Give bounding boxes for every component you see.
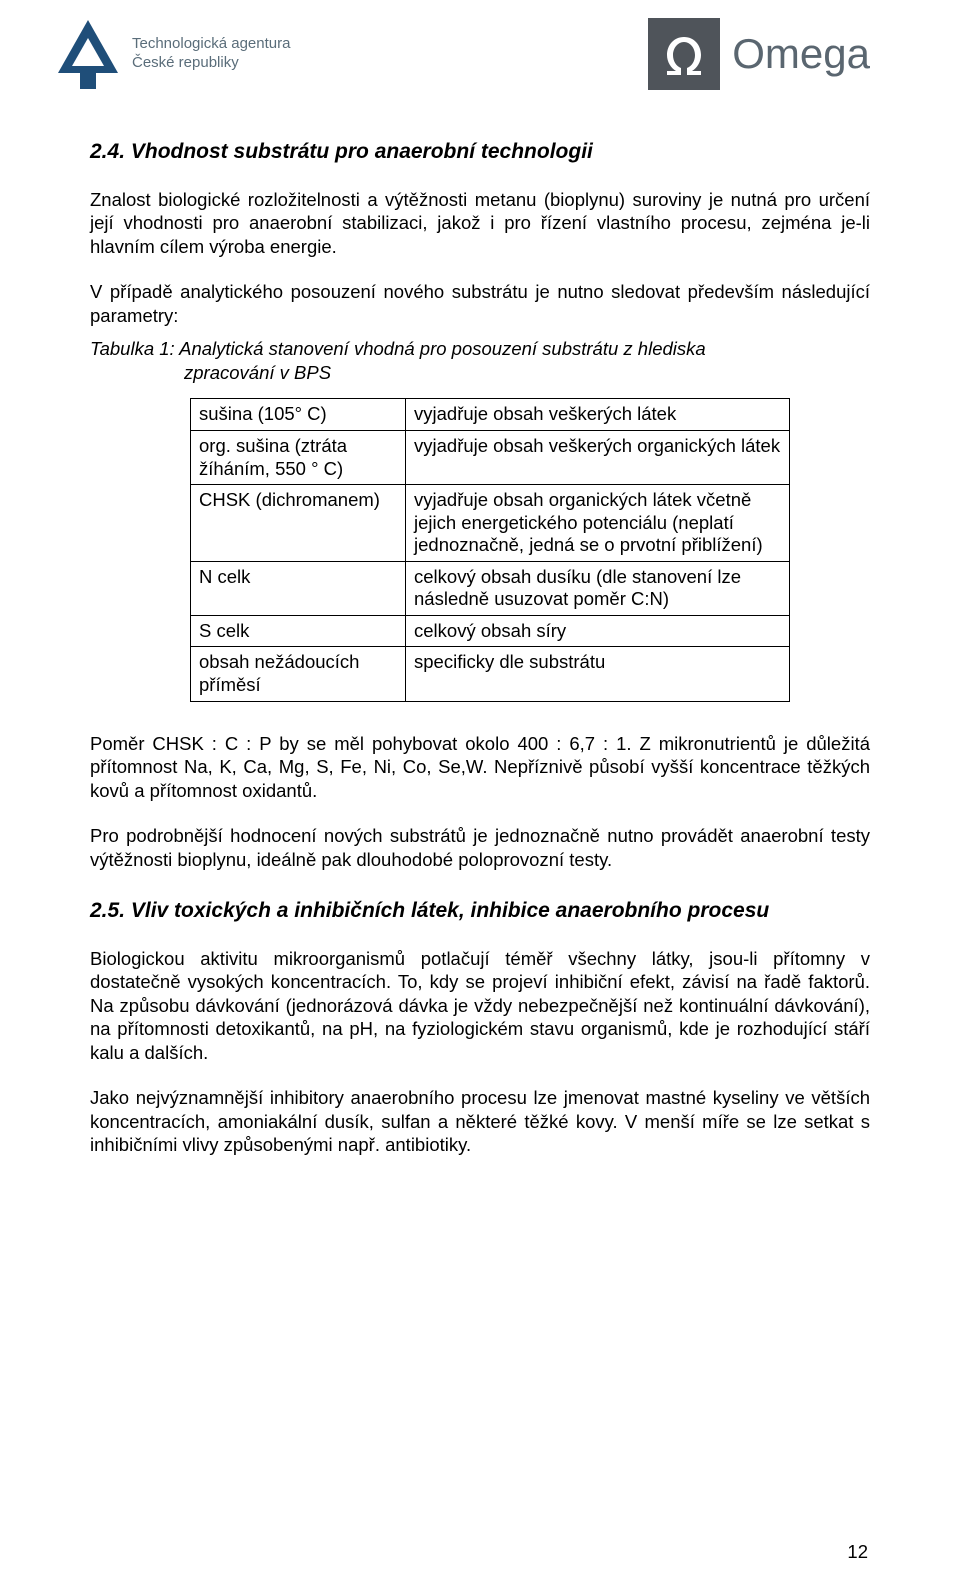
page-number: 12 [847,1541,868,1563]
agency-name-line2: České republiky [132,54,290,73]
table-row: N celk celkový obsah dusíku (dle stanove… [191,561,790,615]
parameters-table: sušina (105° C) vyjadřuje obsah veškerýc… [190,398,790,701]
desc-cell: vyjadřuje obsah organických látek včetně… [406,485,790,562]
param-cell: obsah nežádoucích příměsí [191,647,406,701]
param-cell: org. sušina (ztráta žíháním, 550 ° C) [191,430,406,484]
table-row: org. sušina (ztráta žíháním, 550 ° C) vy… [191,430,790,484]
desc-cell: celkový obsah síry [406,615,790,647]
page-header: Technologická agentura České republiky O… [0,0,960,90]
table-row: sušina (105° C) vyjadřuje obsah veškerýc… [191,399,790,431]
param-cell: N celk [191,561,406,615]
section-24-para3: Poměr CHSK : C : P by se měl pohybovat o… [90,732,870,802]
section-24-heading: 2.4. Vhodnost substrátu pro anaerobní te… [90,140,870,164]
table-caption-line2: zpracování v BPS [90,361,870,384]
page-content: 2.4. Vhodnost substrátu pro anaerobní te… [0,90,960,1157]
agency-name-line1: Technologická agentura [132,35,290,54]
omega-label: Omega [732,30,870,78]
desc-cell: vyjadřuje obsah veškerých látek [406,399,790,431]
desc-cell: celkový obsah dusíku (dle stanovení lze … [406,561,790,615]
logo-left-text: Technologická agentura České republiky [132,35,290,73]
omega-icon [659,29,709,79]
logo-right: Omega [648,18,870,90]
triangle-logo-icon [56,18,120,90]
param-cell: CHSK (dichromanem) [191,485,406,562]
section-25-para1: Biologickou aktivitu mikroorganismů potl… [90,947,870,1064]
omega-icon-box [648,18,720,90]
section-25-heading: 2.5. Vliv toxických a inhibičních látek,… [90,899,870,923]
table-row: CHSK (dichromanem) vyjadřuje obsah organ… [191,485,790,562]
desc-cell: specificky dle substrátu [406,647,790,701]
param-cell: S celk [191,615,406,647]
section-24-para2: V případě analytického posouzení nového … [90,280,870,327]
param-cell: sušina (105° C) [191,399,406,431]
table-row: obsah nežádoucích příměsí specificky dle… [191,647,790,701]
table-row: S celk celkový obsah síry [191,615,790,647]
desc-cell: vyjadřuje obsah veškerých organických lá… [406,430,790,484]
section-25-para2: Jako nejvýznamnější inhibitory anaerobní… [90,1086,870,1156]
table-caption-line1: Tabulka 1: Analytická stanovení vhodná p… [90,338,706,359]
table-1-caption: Tabulka 1: Analytická stanovení vhodná p… [90,337,870,384]
section-24-para1: Znalost biologické rozložitelnosti a výt… [90,188,870,258]
section-24-para4: Pro podrobnější hodnocení nových substrá… [90,824,870,871]
logo-left: Technologická agentura České republiky [56,18,290,90]
